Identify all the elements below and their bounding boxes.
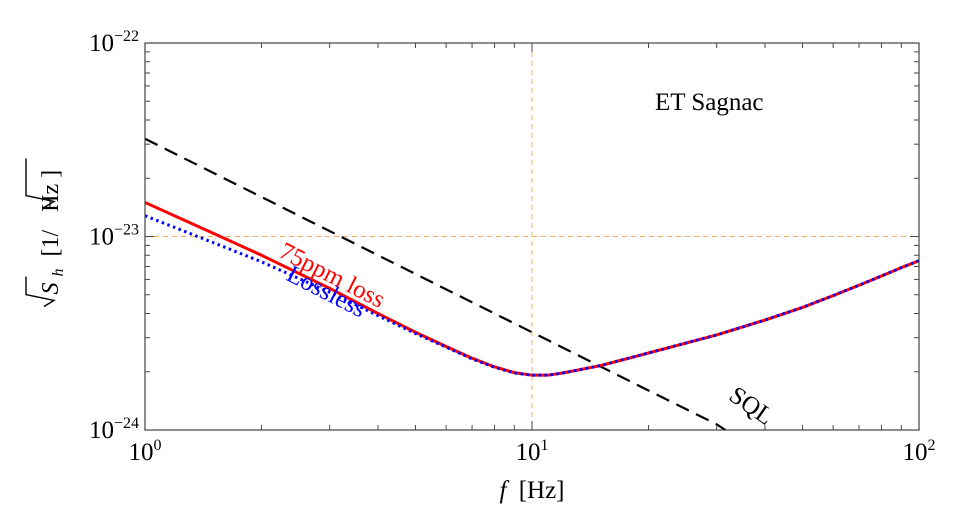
y-label-radicand: S xyxy=(38,283,64,295)
y-label-radical-sign xyxy=(25,276,56,308)
chart-title: ET Sagnac xyxy=(655,89,764,116)
y-label-unit-radical-sign xyxy=(25,158,56,209)
y-tick-label: 10−24 xyxy=(89,415,139,444)
y-label-unit-close: ] xyxy=(38,170,64,178)
x-tick-label: 102 xyxy=(903,437,936,466)
y-label-unit-open: [1/ xyxy=(38,230,64,257)
x-axis-unit: [Hz] xyxy=(519,477,565,504)
x-tick-label: 101 xyxy=(516,437,549,466)
x-tick-label: 100 xyxy=(129,437,162,466)
x-axis-label: f [Hz] xyxy=(499,477,564,504)
y-label-text: S h [1/ Hz ] xyxy=(38,170,69,295)
y-axis-label: S h [1/ Hz ] xyxy=(25,158,69,308)
y-label-subscript: h xyxy=(50,269,67,277)
series-75ppm-loss xyxy=(144,201,920,377)
y-label-unit-radicand: Hz xyxy=(38,184,64,212)
series-sql xyxy=(144,137,726,431)
y-tick-label: 10−23 xyxy=(89,222,139,251)
series-layer xyxy=(144,137,920,431)
y-tick-label: 10−22 xyxy=(89,28,139,57)
axis-ticks: 100 101 102 10−24 10−23 10−22 xyxy=(89,28,936,466)
series-lossless xyxy=(144,214,920,377)
x-axis-var: f xyxy=(499,477,509,504)
